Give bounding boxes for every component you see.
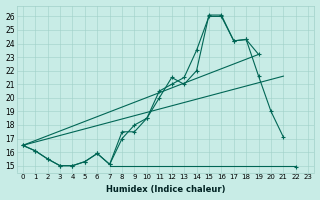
X-axis label: Humidex (Indice chaleur): Humidex (Indice chaleur) <box>106 185 225 194</box>
